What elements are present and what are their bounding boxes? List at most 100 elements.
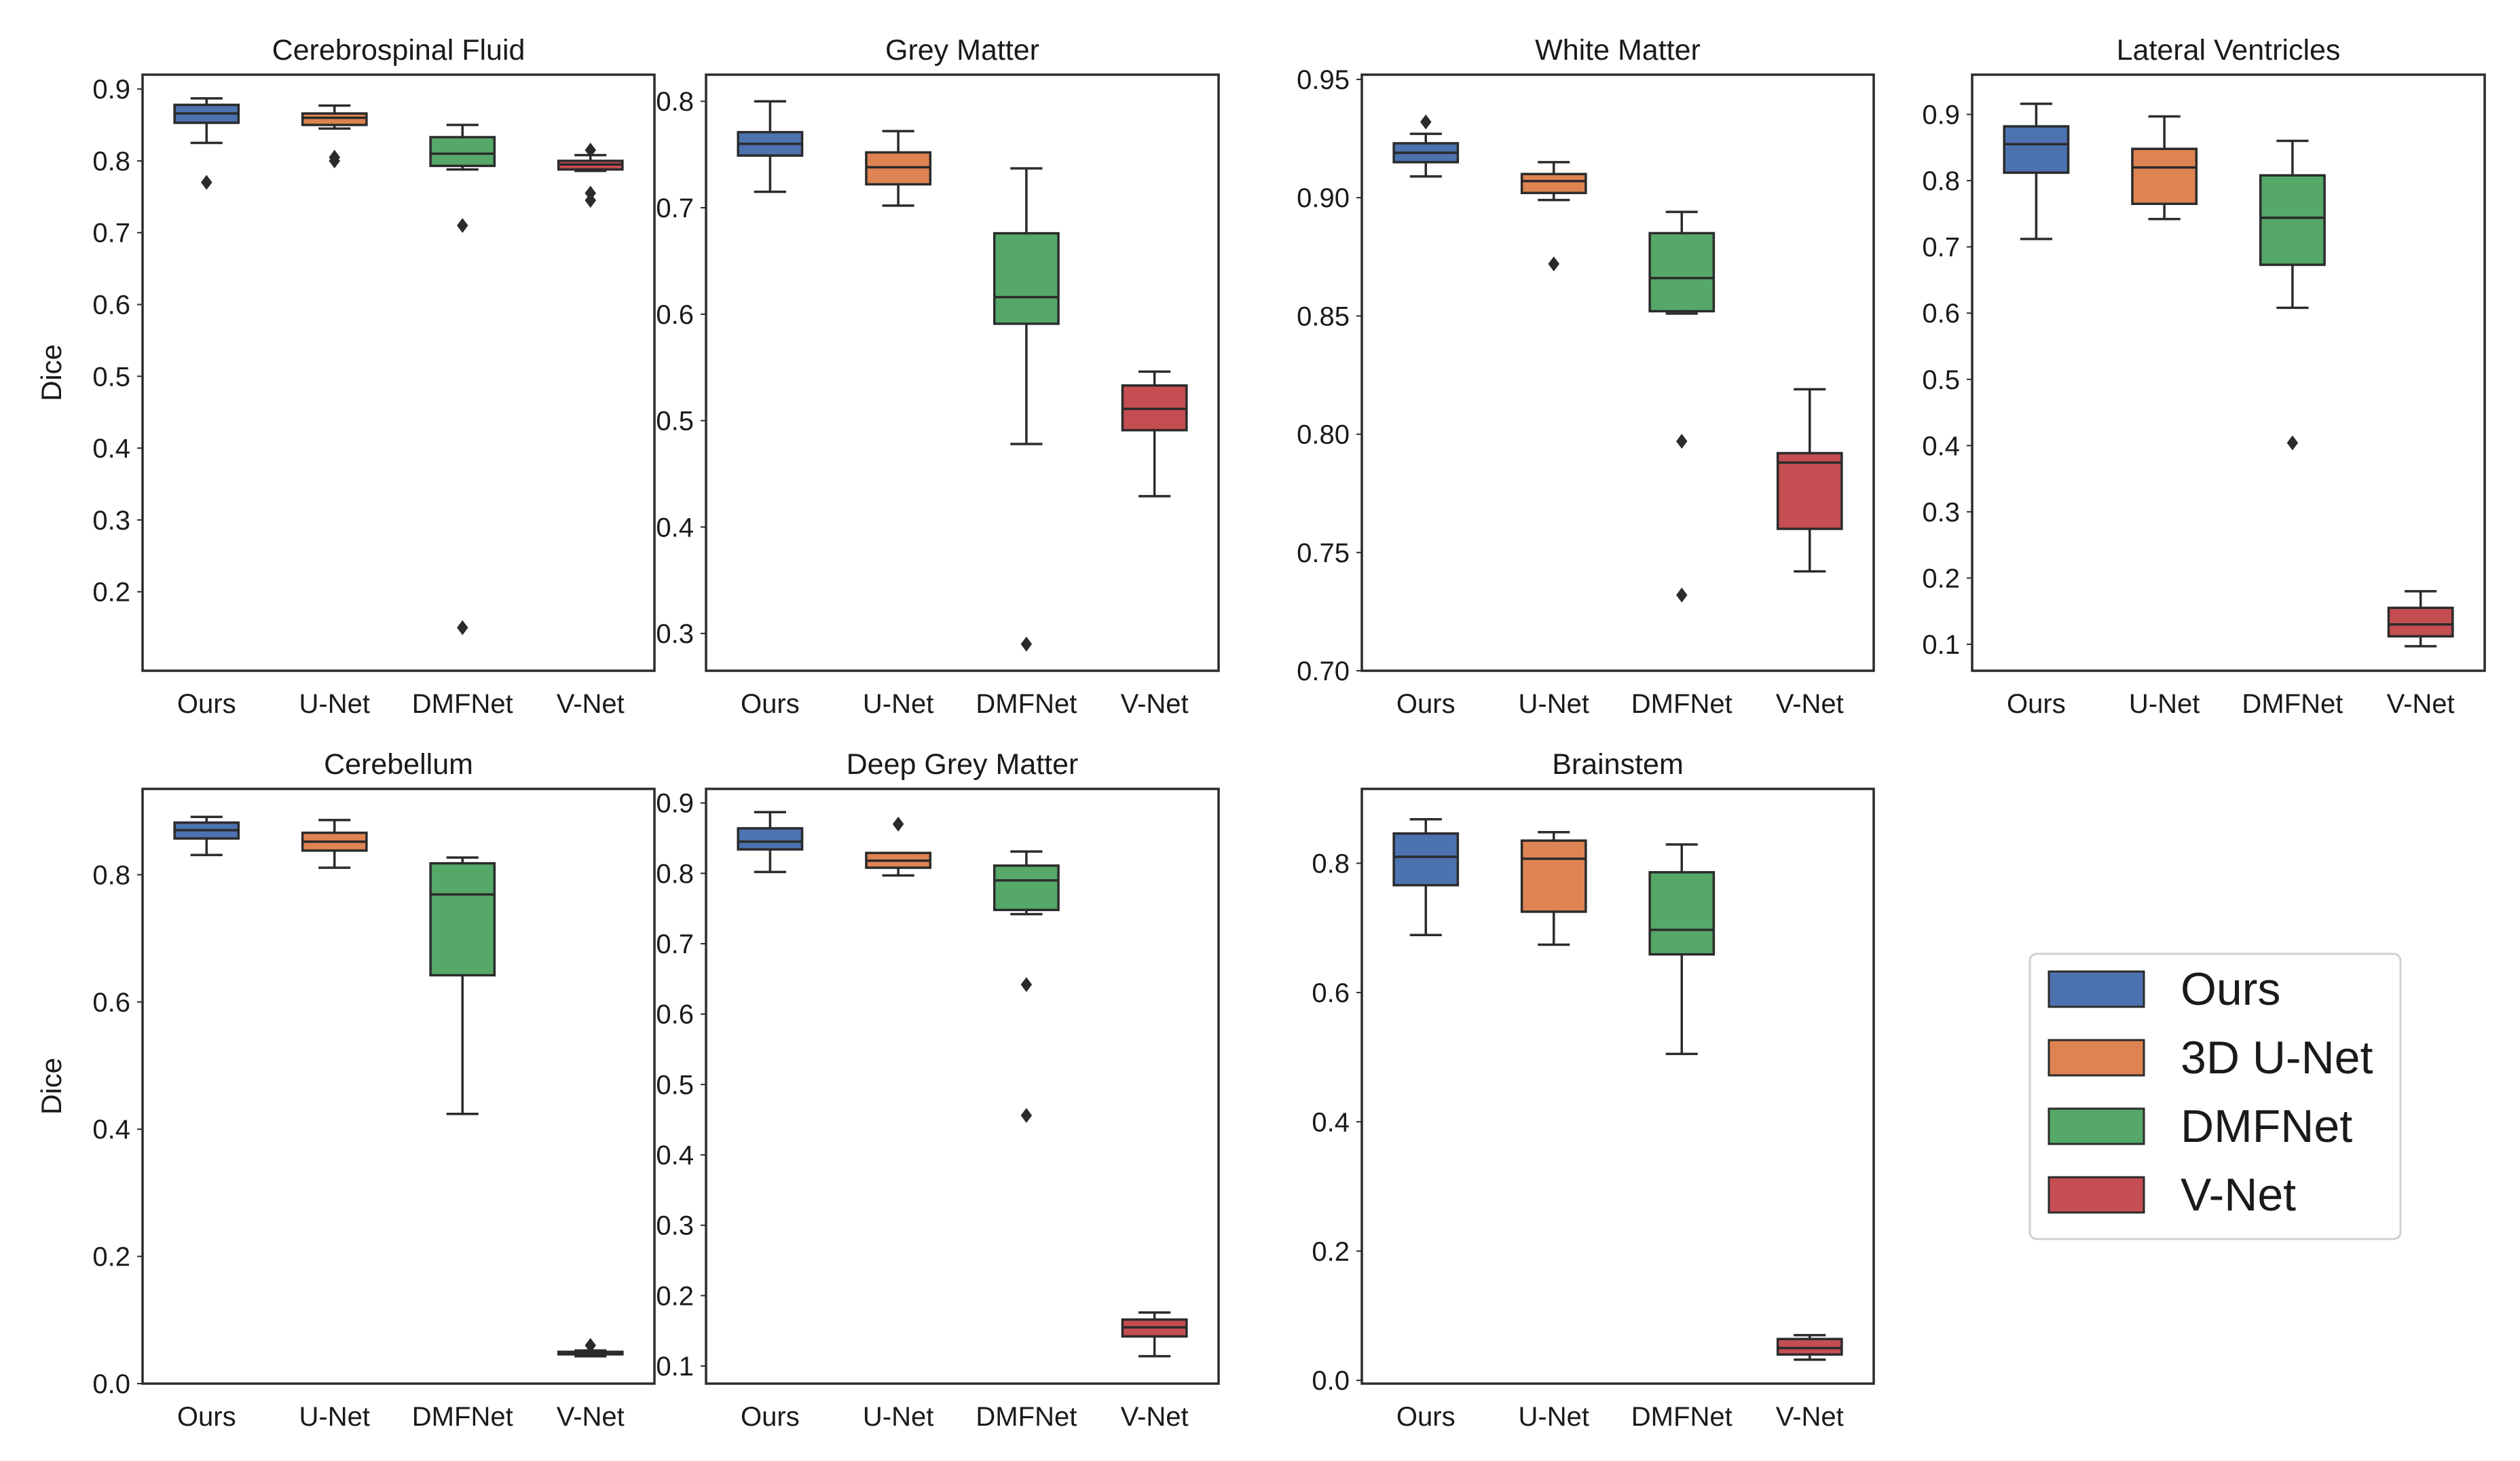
box-ours <box>1392 818 1460 936</box>
outlier-point <box>201 174 212 190</box>
y-tick-label: 0.5 <box>92 362 130 392</box>
legend-label-dmfnet: DMFNet <box>2181 1101 2352 1152</box>
panels: Cerebrospinal Fluid 0.2 0.3 0.4 0.5 0.6 0.7 0.8… <box>35 34 2486 1432</box>
panel-title: Grey Matter <box>885 34 1039 67</box>
y-tick-label: 0.85 <box>1297 301 1350 331</box>
box-dmfnet <box>1648 843 1716 1056</box>
outlier-point <box>585 193 596 208</box>
box-ours <box>173 815 240 857</box>
box-dmfnet <box>429 856 496 1115</box>
panel-cerebellum: Cerebellum 0.0 0.2 0.4 0.6 0.8 Ours U-Net DMFNet… <box>35 748 656 1432</box>
y-tick-label: 0.4 <box>656 513 694 542</box>
y-tick-label: 0.9 <box>1922 100 1960 130</box>
x-tick-label: DMFNet <box>412 689 513 719</box>
x-tick-label: V-Net <box>557 689 625 719</box>
box-v-net <box>2387 590 2454 648</box>
panel-title: White Matter <box>1535 34 1701 67</box>
outlier-point <box>1676 587 1688 603</box>
panel-brainstem: Brainstem 0.0 0.2 0.4 0.6 0.8 Ours U-Net DMFNet V… <box>1312 748 1875 1432</box>
box-u-net <box>301 819 368 869</box>
plot-frame <box>141 788 656 1385</box>
box-body <box>993 232 1060 325</box>
plot-frame <box>1360 73 1875 672</box>
outlier-point <box>457 620 468 635</box>
y-tick-label: 0.4 <box>92 434 130 464</box>
legend-label-ours: Ours <box>2181 963 2280 1015</box>
box-body <box>1776 451 1843 530</box>
legend-label-v-net: V-Net <box>2181 1169 2296 1221</box>
box-body <box>2259 174 2326 266</box>
x-tick-label: Ours <box>741 689 800 719</box>
x-tick-label: U-Net <box>863 689 933 719</box>
x-tick-label: V-Net <box>2387 689 2455 719</box>
panel-title: Cerebellum <box>324 748 473 781</box>
y-tick-label: 0.4 <box>1312 1107 1350 1137</box>
y-tick-label: 0.70 <box>1297 656 1350 686</box>
box-body <box>1392 832 1460 887</box>
y-tick-label: 0.8 <box>1312 849 1350 879</box>
y-tick-label: 0.6 <box>656 300 694 330</box>
y-tick-label: 0.2 <box>1922 563 1960 593</box>
outlier-point <box>892 816 904 832</box>
y-tick-label: 0.2 <box>92 578 130 608</box>
y-tick-label: 0.5 <box>1922 365 1960 395</box>
legend-swatch-3d-u-net <box>2048 1039 2145 1077</box>
outlier-point <box>1548 256 1559 272</box>
y-tick-label: 0.1 <box>1922 630 1960 660</box>
y-tick-label: 0.4 <box>92 1115 130 1145</box>
box-body <box>1648 232 1716 313</box>
x-tick-label: U-Net <box>299 1402 370 1432</box>
box-u-net <box>2131 115 2198 221</box>
outlier-point <box>329 149 340 165</box>
box-ours <box>737 811 804 874</box>
x-tick-label: DMFNet <box>2242 689 2343 719</box>
box-dmfnet <box>2259 139 2326 451</box>
x-tick-label: Ours <box>741 1402 800 1432</box>
y-axis-label: Dice <box>35 1058 67 1115</box>
x-tick-label: V-Net <box>557 1402 625 1432</box>
outlier-point <box>2286 435 2299 451</box>
box-u-net <box>301 104 368 168</box>
x-tick-label: U-Net <box>1519 1402 1589 1432</box>
y-tick-label: 0.6 <box>92 291 130 320</box>
panel-title: Deep Grey Matter <box>847 748 1079 781</box>
x-tick-label: DMFNet <box>412 1402 513 1432</box>
x-tick-label: DMFNet <box>976 1402 1077 1432</box>
panel-title: Lateral Ventricles <box>2117 34 2341 67</box>
y-tick-label: 0.3 <box>92 506 130 536</box>
x-tick-label: Ours <box>1396 689 1456 719</box>
box-v-net <box>557 1337 624 1358</box>
outlier-point <box>585 143 596 158</box>
x-tick-label: U-Net <box>1519 689 1589 719</box>
y-tick-label: 0.7 <box>92 219 130 248</box>
y-tick-label: 0.3 <box>656 619 694 649</box>
plot-frame <box>1360 788 1875 1385</box>
y-tick-label: 0.0 <box>92 1369 130 1399</box>
outlier-point <box>1020 977 1033 993</box>
y-tick-label: 0.5 <box>656 1070 694 1100</box>
y-tick-label: 0.4 <box>656 1141 694 1170</box>
panel-white-matter: White Matter 0.70 0.75 0.80 0.85 0.90 0.95 Ours… <box>1297 34 1875 719</box>
y-tick-label: 0.8 <box>1922 166 1960 196</box>
box-dmfnet <box>1648 210 1716 603</box>
box-ours <box>1392 114 1460 178</box>
legend-frame <box>2028 953 2402 1240</box>
box-u-net <box>1520 831 1587 946</box>
y-tick-label: 0.7 <box>1922 233 1960 263</box>
y-tick-label: 0.3 <box>1922 498 1960 528</box>
y-tick-label: 0.1 <box>656 1352 694 1382</box>
y-tick-label: 0.9 <box>656 789 694 819</box>
x-tick-label: V-Net <box>1121 689 1189 719</box>
legend: Ours 3D U-Net DMFNet V-Net <box>2028 953 2402 1240</box>
panel-deep-grey-matter: Deep Grey Matter 0.1 0.2 0.3 0.4 0.5 0.6 0.7 0.8… <box>656 748 1220 1432</box>
box-dmfnet <box>993 167 1060 652</box>
x-tick-label: DMFNet <box>976 689 1077 719</box>
y-tick-label: 0.80 <box>1297 420 1350 450</box>
y-tick-label: 0.8 <box>656 859 694 889</box>
box-v-net <box>557 143 624 208</box>
x-tick-label: V-Net <box>1776 689 1844 719</box>
box-body <box>1520 839 1587 913</box>
y-tick-label: 0.7 <box>656 929 694 959</box>
outlier-point <box>1020 636 1033 652</box>
x-tick-label: DMFNet <box>1631 689 1732 719</box>
